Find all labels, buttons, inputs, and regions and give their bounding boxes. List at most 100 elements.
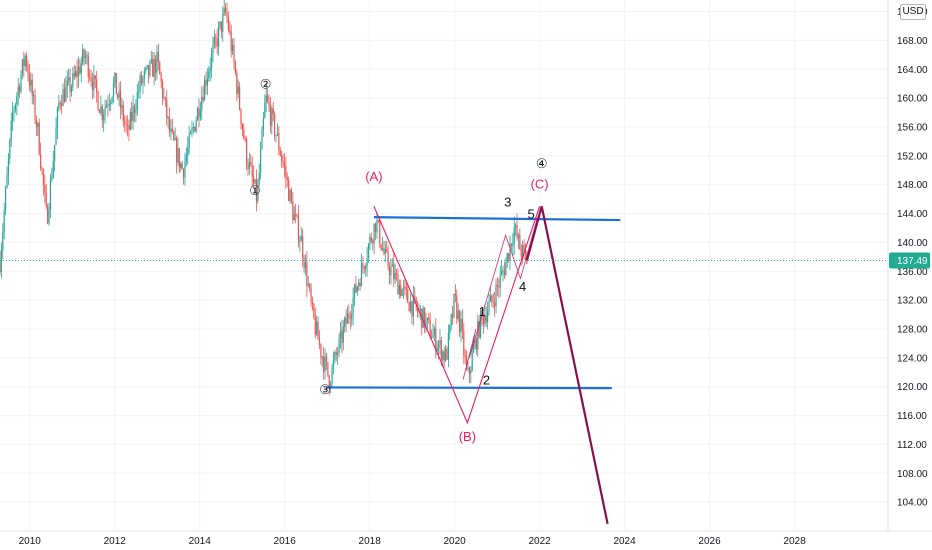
wave-label: (B) — [459, 429, 476, 444]
candle-body — [105, 104, 108, 108]
candle-body — [473, 347, 475, 353]
candle-body — [195, 120, 197, 132]
candle-body — [63, 89, 66, 102]
candle-body — [126, 125, 129, 126]
candle-body — [3, 210, 5, 232]
candle-body — [140, 75, 143, 84]
candle-body — [338, 338, 340, 354]
candle-body — [524, 248, 527, 255]
wave-label: ④ — [536, 156, 548, 171]
candle-body — [182, 169, 185, 178]
minor-wave-path[interactable] — [462, 217, 538, 380]
candle-body — [503, 270, 506, 276]
candle-body — [107, 104, 109, 106]
candle-body — [171, 128, 173, 132]
drawing-tools[interactable] — [327, 206, 621, 525]
candle-body — [229, 29, 231, 32]
candle-body — [516, 225, 518, 238]
candle-body — [180, 163, 182, 168]
candle-body — [285, 166, 287, 178]
y-tick-label: 152.00 — [897, 151, 928, 162]
resistance-line[interactable] — [373, 216, 621, 222]
candle-body — [89, 76, 91, 78]
candle-body — [436, 348, 438, 352]
candle-body — [466, 357, 468, 369]
y-tick-label: 168.00 — [897, 36, 928, 47]
candle-body — [21, 59, 24, 75]
candle-body — [28, 74, 31, 86]
candle-body — [146, 65, 148, 68]
candle-body — [349, 317, 351, 319]
candle-body — [281, 155, 283, 161]
y-tick-label: 104.00 — [897, 498, 928, 509]
candle-body — [268, 101, 270, 107]
candle-body — [313, 304, 315, 318]
candle-body — [307, 284, 309, 286]
candle-body — [275, 135, 277, 137]
y-tick-label: 156.00 — [897, 122, 928, 133]
candle-body — [108, 103, 110, 106]
y-tick-label: 164.00 — [897, 65, 928, 76]
candle-body — [143, 71, 145, 79]
candle-body — [196, 108, 199, 121]
candle-body — [384, 248, 386, 254]
candle-body — [346, 313, 349, 324]
candle-body — [139, 75, 141, 91]
candle-body — [271, 108, 273, 126]
candle-body — [381, 248, 384, 250]
candle-body — [48, 210, 50, 224]
projection-path[interactable] — [525, 206, 609, 525]
candle-body — [267, 95, 269, 102]
candle-body — [367, 244, 370, 259]
candle-body — [295, 214, 297, 216]
candle-body — [457, 310, 459, 319]
candle-body — [237, 86, 239, 94]
candle-body — [278, 133, 280, 150]
currency-selector[interactable]: USD — [900, 4, 926, 20]
candle-body — [491, 295, 493, 302]
candle-body — [100, 106, 102, 114]
x-axis[interactable]: 2010 2012 2014 2016 2018 2020 2022 2024 2026 2028 — [0, 530, 932, 547]
candle-body — [487, 311, 489, 322]
x-tick-label: 2028 — [783, 536, 806, 547]
abc-wave-path[interactable] — [373, 206, 541, 425]
candle-body — [69, 77, 71, 92]
candle-body — [20, 74, 22, 92]
x-tick-label: 2020 — [443, 536, 466, 547]
candle-body — [401, 289, 403, 296]
candle-body — [342, 326, 344, 343]
candle-body — [334, 352, 336, 361]
candle-body — [161, 81, 164, 98]
candle-body — [0, 260, 1, 272]
candle-body — [470, 370, 472, 374]
candle-body — [260, 149, 262, 173]
candle-body — [240, 109, 242, 124]
candle-body — [9, 139, 11, 159]
candle-body — [223, 8, 225, 14]
candle-body — [314, 317, 316, 335]
candle-body — [119, 91, 122, 109]
candle-body — [12, 112, 14, 121]
candle-body — [208, 71, 210, 79]
candle-body — [253, 176, 255, 184]
candle-body — [359, 282, 361, 287]
candle-body — [324, 356, 326, 372]
x-tick-label: 2024 — [613, 536, 636, 547]
candle-body — [369, 236, 371, 245]
support-line[interactable] — [327, 386, 612, 390]
candle-body — [458, 310, 461, 333]
candle-body — [515, 225, 517, 228]
candle-body — [443, 351, 445, 361]
candle-body — [147, 65, 150, 76]
candle-body — [426, 317, 428, 320]
candle-body — [387, 251, 389, 267]
candle-body — [91, 81, 94, 91]
candle-body — [61, 103, 63, 106]
candle-body — [310, 287, 312, 302]
candle-body — [485, 315, 487, 322]
candle-body — [508, 253, 510, 261]
candle-body — [264, 102, 266, 118]
wave-label: (C) — [531, 176, 549, 191]
candle-body — [239, 86, 241, 110]
